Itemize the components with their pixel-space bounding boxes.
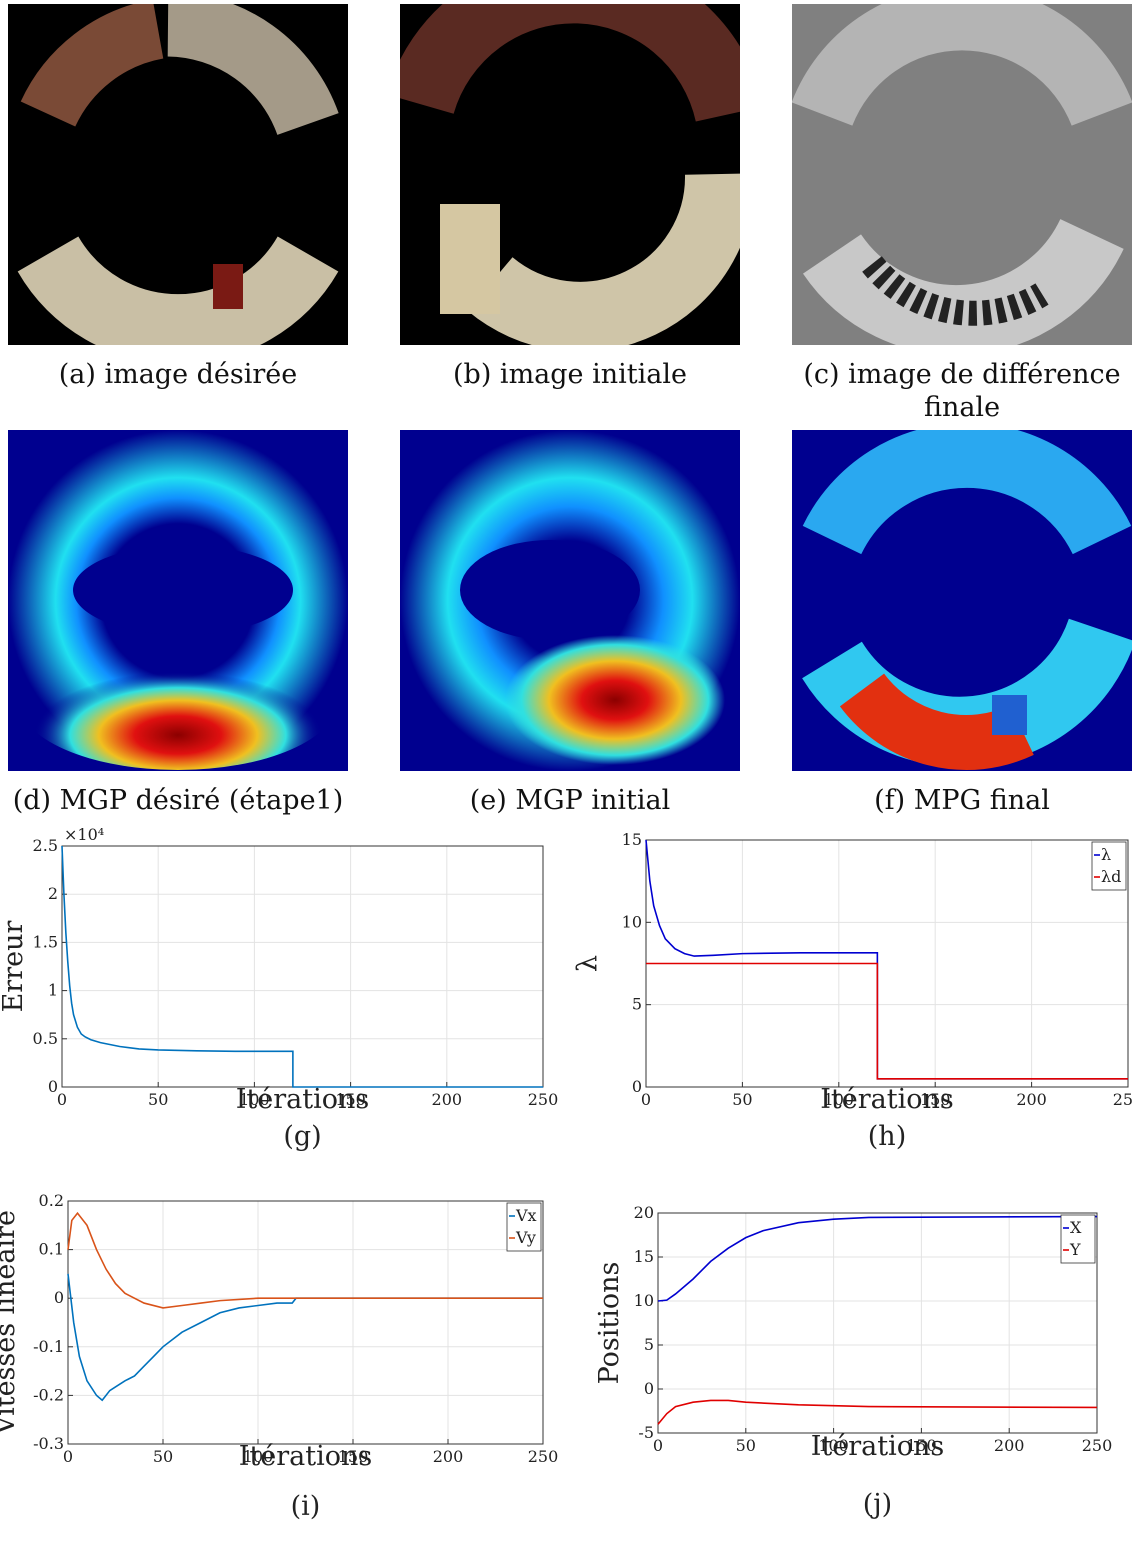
data-line — [657, 1399, 1098, 1425]
chart-caption: (j) — [863, 1489, 892, 1520]
gradient-map-final — [792, 430, 1132, 771]
legend-box — [506, 1202, 542, 1252]
y-axis-label: Positions — [594, 1262, 625, 1385]
y-tick-label: 5 — [632, 995, 642, 1014]
axes-box — [67, 1200, 544, 1445]
image-difference — [792, 4, 1132, 345]
gradient-map-initial — [400, 430, 740, 771]
legend-label: X — [1070, 1218, 1082, 1237]
x-tick-label: 200 — [432, 1090, 463, 1109]
y-tick-label: 1 — [48, 981, 58, 1000]
legend-label: Vy — [515, 1228, 536, 1247]
chart-caption: (i) — [291, 1491, 321, 1522]
y-tick-label: -0.2 — [33, 1385, 64, 1404]
data-line — [657, 1215, 1098, 1302]
y-axis-label: λ — [572, 955, 603, 972]
y-tick-label: 2.5 — [33, 836, 58, 855]
x-tick-label: 250 — [528, 1090, 559, 1109]
image-initial — [400, 4, 740, 345]
y-axis-label: Vitesses lineaire — [0, 1210, 21, 1436]
chart-caption: (h) — [868, 1121, 906, 1152]
x-tick-label: 250 — [1082, 1436, 1113, 1455]
caption: (a) image désirée — [58, 359, 298, 390]
x-tick-label: 0 — [63, 1447, 73, 1466]
legend-label: λd — [1101, 867, 1121, 886]
axis-exponent: ×10⁴ — [64, 825, 104, 844]
x-tick-label: 150 — [338, 1447, 369, 1466]
y-tick-label: 0 — [644, 1379, 654, 1398]
legend-label: Y — [1069, 1240, 1081, 1259]
data-line — [61, 845, 543, 1088]
data-line — [646, 962, 1128, 1080]
legend-box — [1091, 841, 1127, 891]
x-tick-label: 100 — [824, 1090, 855, 1109]
x-tick-label: 0 — [641, 1090, 651, 1109]
image-desired — [8, 4, 348, 345]
y-tick-label: 15 — [634, 1247, 654, 1266]
caption: (b) image initiale — [453, 359, 687, 390]
y-tick-label: 2 — [48, 884, 58, 903]
x-tick-label: 50 — [736, 1436, 756, 1455]
y-tick-label: 20 — [634, 1203, 654, 1222]
plot-area — [68, 1201, 543, 1444]
y-tick-label: 1.5 — [33, 932, 58, 951]
legend-box — [1060, 1214, 1096, 1264]
x-tick-label: 0 — [57, 1090, 67, 1109]
x-axis-label: Itérations — [236, 1084, 369, 1115]
y-axis-label: Erreur — [0, 921, 29, 1013]
data-line — [645, 839, 1128, 1080]
x-tick-label: 200 — [433, 1447, 464, 1466]
x-tick-label: 0 — [653, 1436, 663, 1455]
plot-area — [658, 1213, 1097, 1433]
y-tick-label: 15 — [622, 830, 642, 849]
x-tick-label: 100 — [243, 1447, 274, 1466]
y-tick-label: 0.5 — [33, 1029, 58, 1048]
y-tick-label: 0.1 — [39, 1240, 64, 1259]
y-tick-label: 0 — [54, 1288, 64, 1307]
x-tick-label: 50 — [732, 1090, 752, 1109]
chart-caption: (g) — [283, 1121, 321, 1152]
data-line — [67, 1211, 543, 1309]
x-tick-label: 150 — [906, 1436, 937, 1455]
plot-area — [62, 846, 543, 1087]
y-tick-label: 10 — [622, 912, 642, 931]
y-tick-label: 10 — [634, 1291, 654, 1310]
x-tick-label: 50 — [153, 1447, 173, 1466]
y-tick-label: 0 — [48, 1077, 58, 1096]
y-tick-label: 5 — [644, 1335, 654, 1354]
x-tick-label: 250 — [1113, 1090, 1132, 1109]
x-tick-label: 100 — [239, 1090, 270, 1109]
axes-box — [657, 1212, 1098, 1434]
caption: (e) MGP initial — [469, 785, 671, 816]
y-tick-label: -0.1 — [33, 1337, 64, 1356]
y-tick-label: 0 — [632, 1077, 642, 1096]
x-tick-label: 150 — [335, 1090, 366, 1109]
x-tick-label: 200 — [994, 1436, 1025, 1455]
y-tick-label: 0.2 — [39, 1191, 64, 1210]
x-axis-label: Itérations — [811, 1431, 944, 1462]
x-axis-label: Itérations — [820, 1084, 953, 1115]
data-line — [67, 1273, 543, 1402]
legend-label: λ — [1101, 845, 1111, 864]
caption: (d) MGP désiré (étape1) — [12, 785, 344, 816]
x-tick-label: 250 — [528, 1447, 559, 1466]
x-tick-label: 50 — [148, 1090, 168, 1109]
caption: (c) image de différence finale — [803, 359, 1121, 423]
x-axis-label: Itérations — [239, 1441, 372, 1472]
y-tick-label: -0.3 — [33, 1434, 64, 1453]
legend-label: Vx — [515, 1206, 537, 1225]
x-tick-label: 200 — [1016, 1090, 1047, 1109]
caption: (f) MPG final — [874, 785, 1050, 816]
x-tick-label: 150 — [920, 1090, 951, 1109]
y-tick-label: -5 — [638, 1423, 654, 1442]
x-tick-label: 100 — [818, 1436, 849, 1455]
gradient-map-desired — [8, 430, 348, 771]
